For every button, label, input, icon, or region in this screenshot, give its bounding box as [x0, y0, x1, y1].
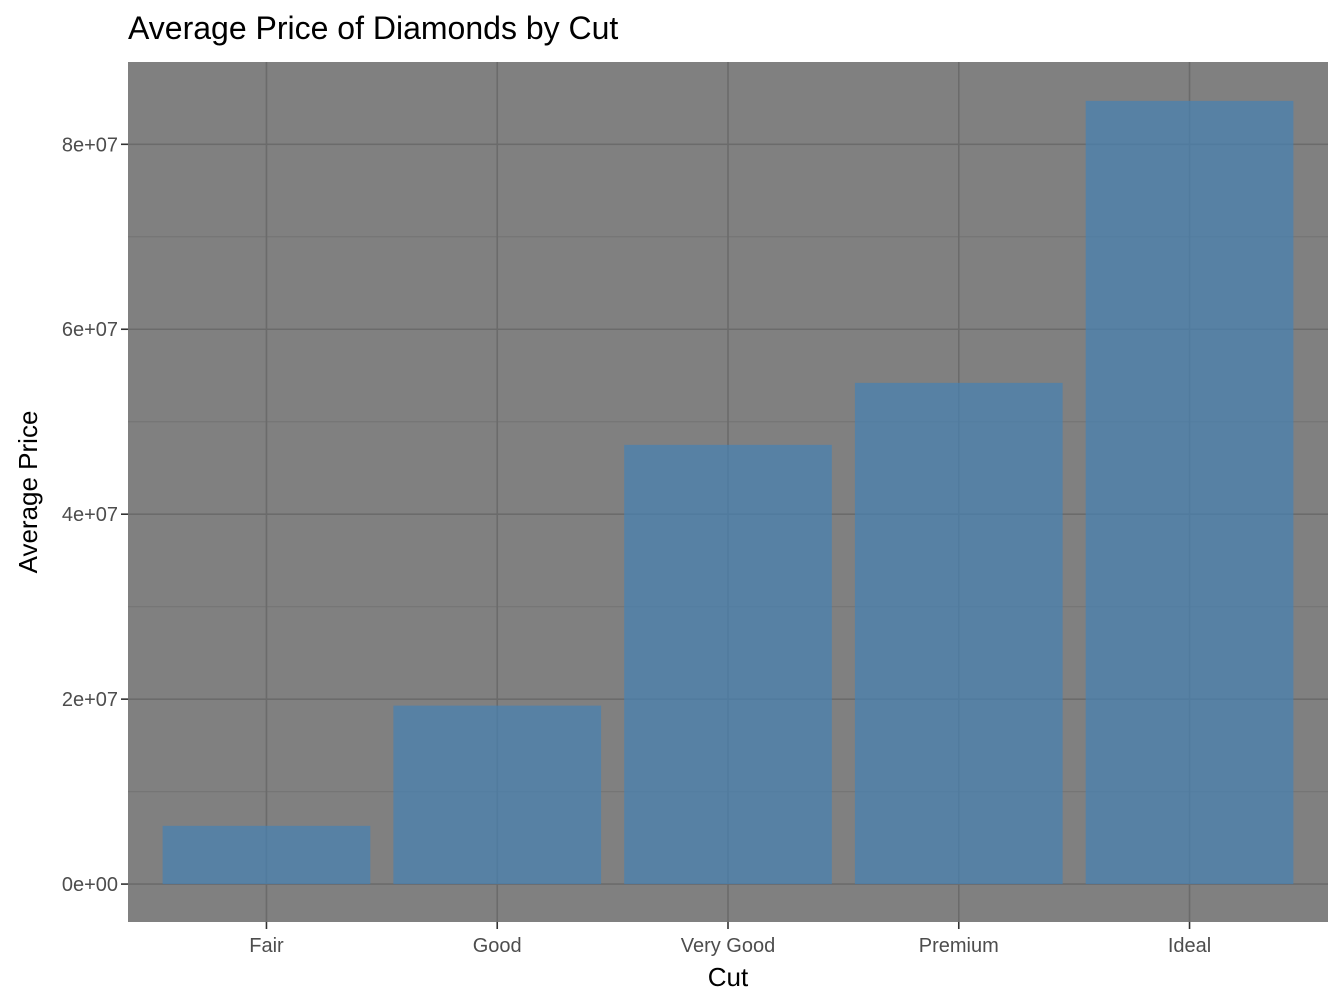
bar-ideal	[1085, 100, 1294, 885]
x-tick-label: Ideal	[1168, 935, 1211, 957]
y-tick-label: 4e+07	[62, 504, 118, 526]
bar-very-good	[624, 444, 832, 885]
x-axis-title: Cut	[708, 962, 749, 992]
bar-good	[393, 705, 602, 885]
bar-premium	[854, 382, 1063, 885]
y-axis-title: Average Price	[13, 411, 43, 574]
y-tick-label: 6e+07	[62, 319, 118, 341]
x-tick-label: Premium	[919, 935, 999, 957]
x-tick-label: Fair	[249, 935, 284, 957]
x-axis-ticks: Fair Good Very Good Premium Ideal	[249, 922, 1211, 957]
y-tick-label: 0e+00	[62, 874, 118, 896]
chart-title: Average Price of Diamonds by Cut	[128, 10, 618, 46]
y-axis-ticks: 0e+00 2e+07 4e+07 6e+07 8e+07	[62, 134, 128, 896]
bar-fair	[162, 825, 371, 885]
y-tick-label: 2e+07	[62, 689, 118, 711]
x-tick-label: Very Good	[681, 935, 776, 957]
y-tick-label: 8e+07	[62, 134, 118, 156]
bars	[162, 100, 1294, 885]
x-tick-label: Good	[473, 935, 522, 957]
